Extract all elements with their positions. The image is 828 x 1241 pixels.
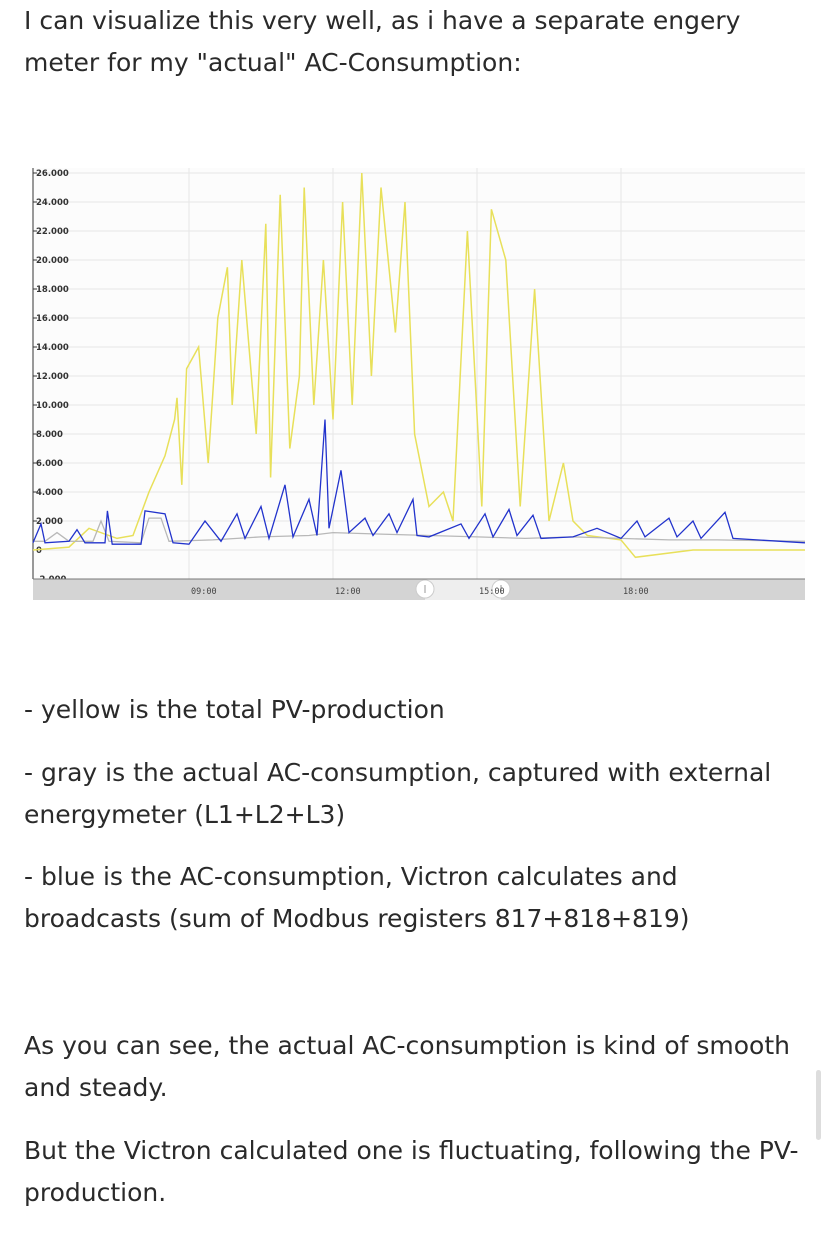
- y-tick-label: 26.000: [36, 169, 69, 179]
- y-tick-label: 2.000: [36, 517, 63, 527]
- x-tick-label: 12:00: [335, 587, 361, 597]
- y-tick-label: 6.000: [36, 459, 63, 469]
- intro-text: I can visualize this very well, as i hav…: [24, 6, 741, 77]
- legend-gray-text: - gray is the actual AC-consumption, cap…: [24, 758, 772, 829]
- gray-series-line: [33, 517, 806, 544]
- x-tick-label: 09:00: [191, 587, 217, 597]
- plot-area: [33, 168, 805, 579]
- y-tick-label: 18.000: [36, 285, 69, 295]
- paragraph-smooth: As you can see, the actual AC-consumptio…: [24, 1031, 791, 1102]
- y-tick-label: 10.000: [36, 401, 69, 411]
- y-tick-label: 14.000: [36, 343, 69, 353]
- paragraph-fluctuating: But the Victron calculated one is fluctu…: [24, 1136, 799, 1207]
- blue-series-line: [32, 419, 806, 545]
- x-tick-label: 15:00: [479, 587, 505, 597]
- navigator-range: [425, 579, 501, 600]
- yellow-series-line: [32, 172, 805, 559]
- y-tick-label: 20.000: [36, 256, 69, 266]
- y-tick-label: 8.000: [36, 430, 63, 440]
- energy-chart: 26.000 24.000 22.000 20.000 18.000 16.000 14.0…: [32, 168, 806, 600]
- y-tick-label: 4.000: [36, 488, 63, 498]
- y-tick-label: 12.000: [36, 372, 69, 382]
- y-tick-label: 22.000: [36, 227, 69, 237]
- legend-yellow-text: - yellow is the total PV-production: [24, 695, 445, 724]
- scrollbar[interactable]: [816, 1070, 821, 1140]
- y-tick-label: 16.000: [36, 314, 69, 324]
- y-tick-label: 24.000: [36, 198, 69, 208]
- y-tick-label: 0: [36, 546, 42, 556]
- x-tick-label: 18:00: [623, 587, 649, 597]
- legend-blue-text: - blue is the AC-consumption, Victron ca…: [24, 862, 690, 933]
